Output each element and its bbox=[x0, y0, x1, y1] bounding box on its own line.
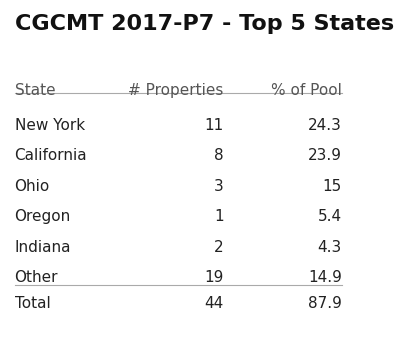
Text: 15: 15 bbox=[323, 179, 342, 194]
Text: 8: 8 bbox=[214, 148, 223, 163]
Text: CGCMT 2017-P7 - Top 5 States: CGCMT 2017-P7 - Top 5 States bbox=[15, 14, 394, 34]
Text: 5.4: 5.4 bbox=[318, 209, 342, 224]
Text: 2: 2 bbox=[214, 240, 223, 255]
Text: California: California bbox=[15, 148, 87, 163]
Text: 23.9: 23.9 bbox=[308, 148, 342, 163]
Text: 1: 1 bbox=[214, 209, 223, 224]
Text: 3: 3 bbox=[214, 179, 223, 194]
Text: 44: 44 bbox=[205, 296, 223, 311]
Text: % of Pool: % of Pool bbox=[271, 83, 342, 98]
Text: Ohio: Ohio bbox=[15, 179, 50, 194]
Text: 14.9: 14.9 bbox=[308, 270, 342, 285]
Text: 19: 19 bbox=[204, 270, 223, 285]
Text: Other: Other bbox=[15, 270, 58, 285]
Text: 4.3: 4.3 bbox=[318, 240, 342, 255]
Text: 24.3: 24.3 bbox=[308, 118, 342, 132]
Text: # Properties: # Properties bbox=[128, 83, 223, 98]
Text: Oregon: Oregon bbox=[15, 209, 71, 224]
Text: Indiana: Indiana bbox=[15, 240, 71, 255]
Text: 87.9: 87.9 bbox=[308, 296, 342, 311]
Text: New York: New York bbox=[15, 118, 85, 132]
Text: 11: 11 bbox=[205, 118, 223, 132]
Text: Total: Total bbox=[15, 296, 50, 311]
Text: State: State bbox=[15, 83, 55, 98]
